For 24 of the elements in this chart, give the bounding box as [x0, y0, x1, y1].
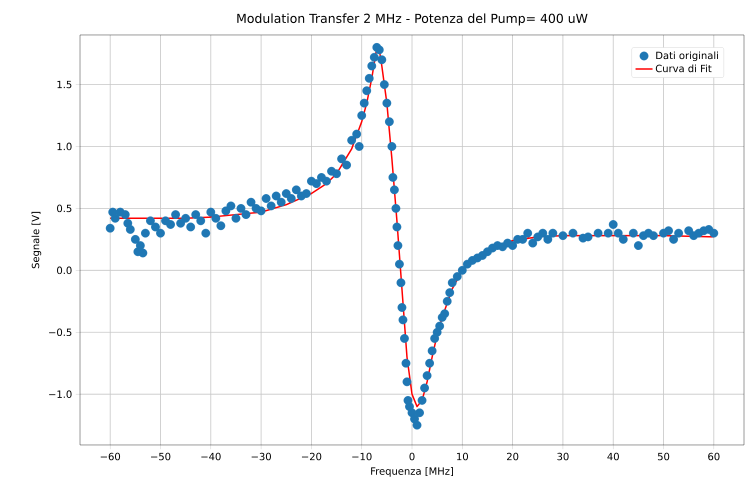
x-tick-label: 60 [708, 452, 720, 460]
y-tick-label: 1.0 [57, 142, 72, 150]
y-axis-title: Segnale [V] [32, 212, 42, 268]
y-tick-label: 1.5 [57, 80, 72, 88]
x-tick-label: 40 [607, 452, 619, 460]
x-tick-label: 10 [457, 452, 468, 460]
x-tick-label: −40 [201, 452, 221, 460]
legend-label: Dati originali [656, 51, 718, 62]
x-tick-label: 30 [557, 452, 569, 460]
x-axis-title: Frequenza [MHz] [371, 467, 453, 477]
x-tick-label: −60 [100, 452, 120, 460]
chart-title: Modulation Transfer 2 MHz - Potenza del Pump= 400 uW [237, 13, 588, 26]
x-tick-label: −10 [352, 452, 372, 460]
x-tick-label: 0 [409, 452, 415, 460]
x-tick-label: 50 [658, 452, 670, 460]
y-tick-label: −1.0 [49, 390, 72, 398]
x-tick-label: −50 [151, 452, 170, 460]
x-tick-label: 20 [507, 452, 518, 460]
y-tick-label: −0.5 [49, 328, 72, 336]
y-tick-label: 0.0 [57, 266, 72, 274]
y-tick-label: 0.5 [57, 204, 72, 212]
x-tick-label: −30 [252, 452, 271, 460]
legend-label: Curva di Fit [656, 64, 712, 72]
x-tick-label: −20 [302, 452, 322, 460]
